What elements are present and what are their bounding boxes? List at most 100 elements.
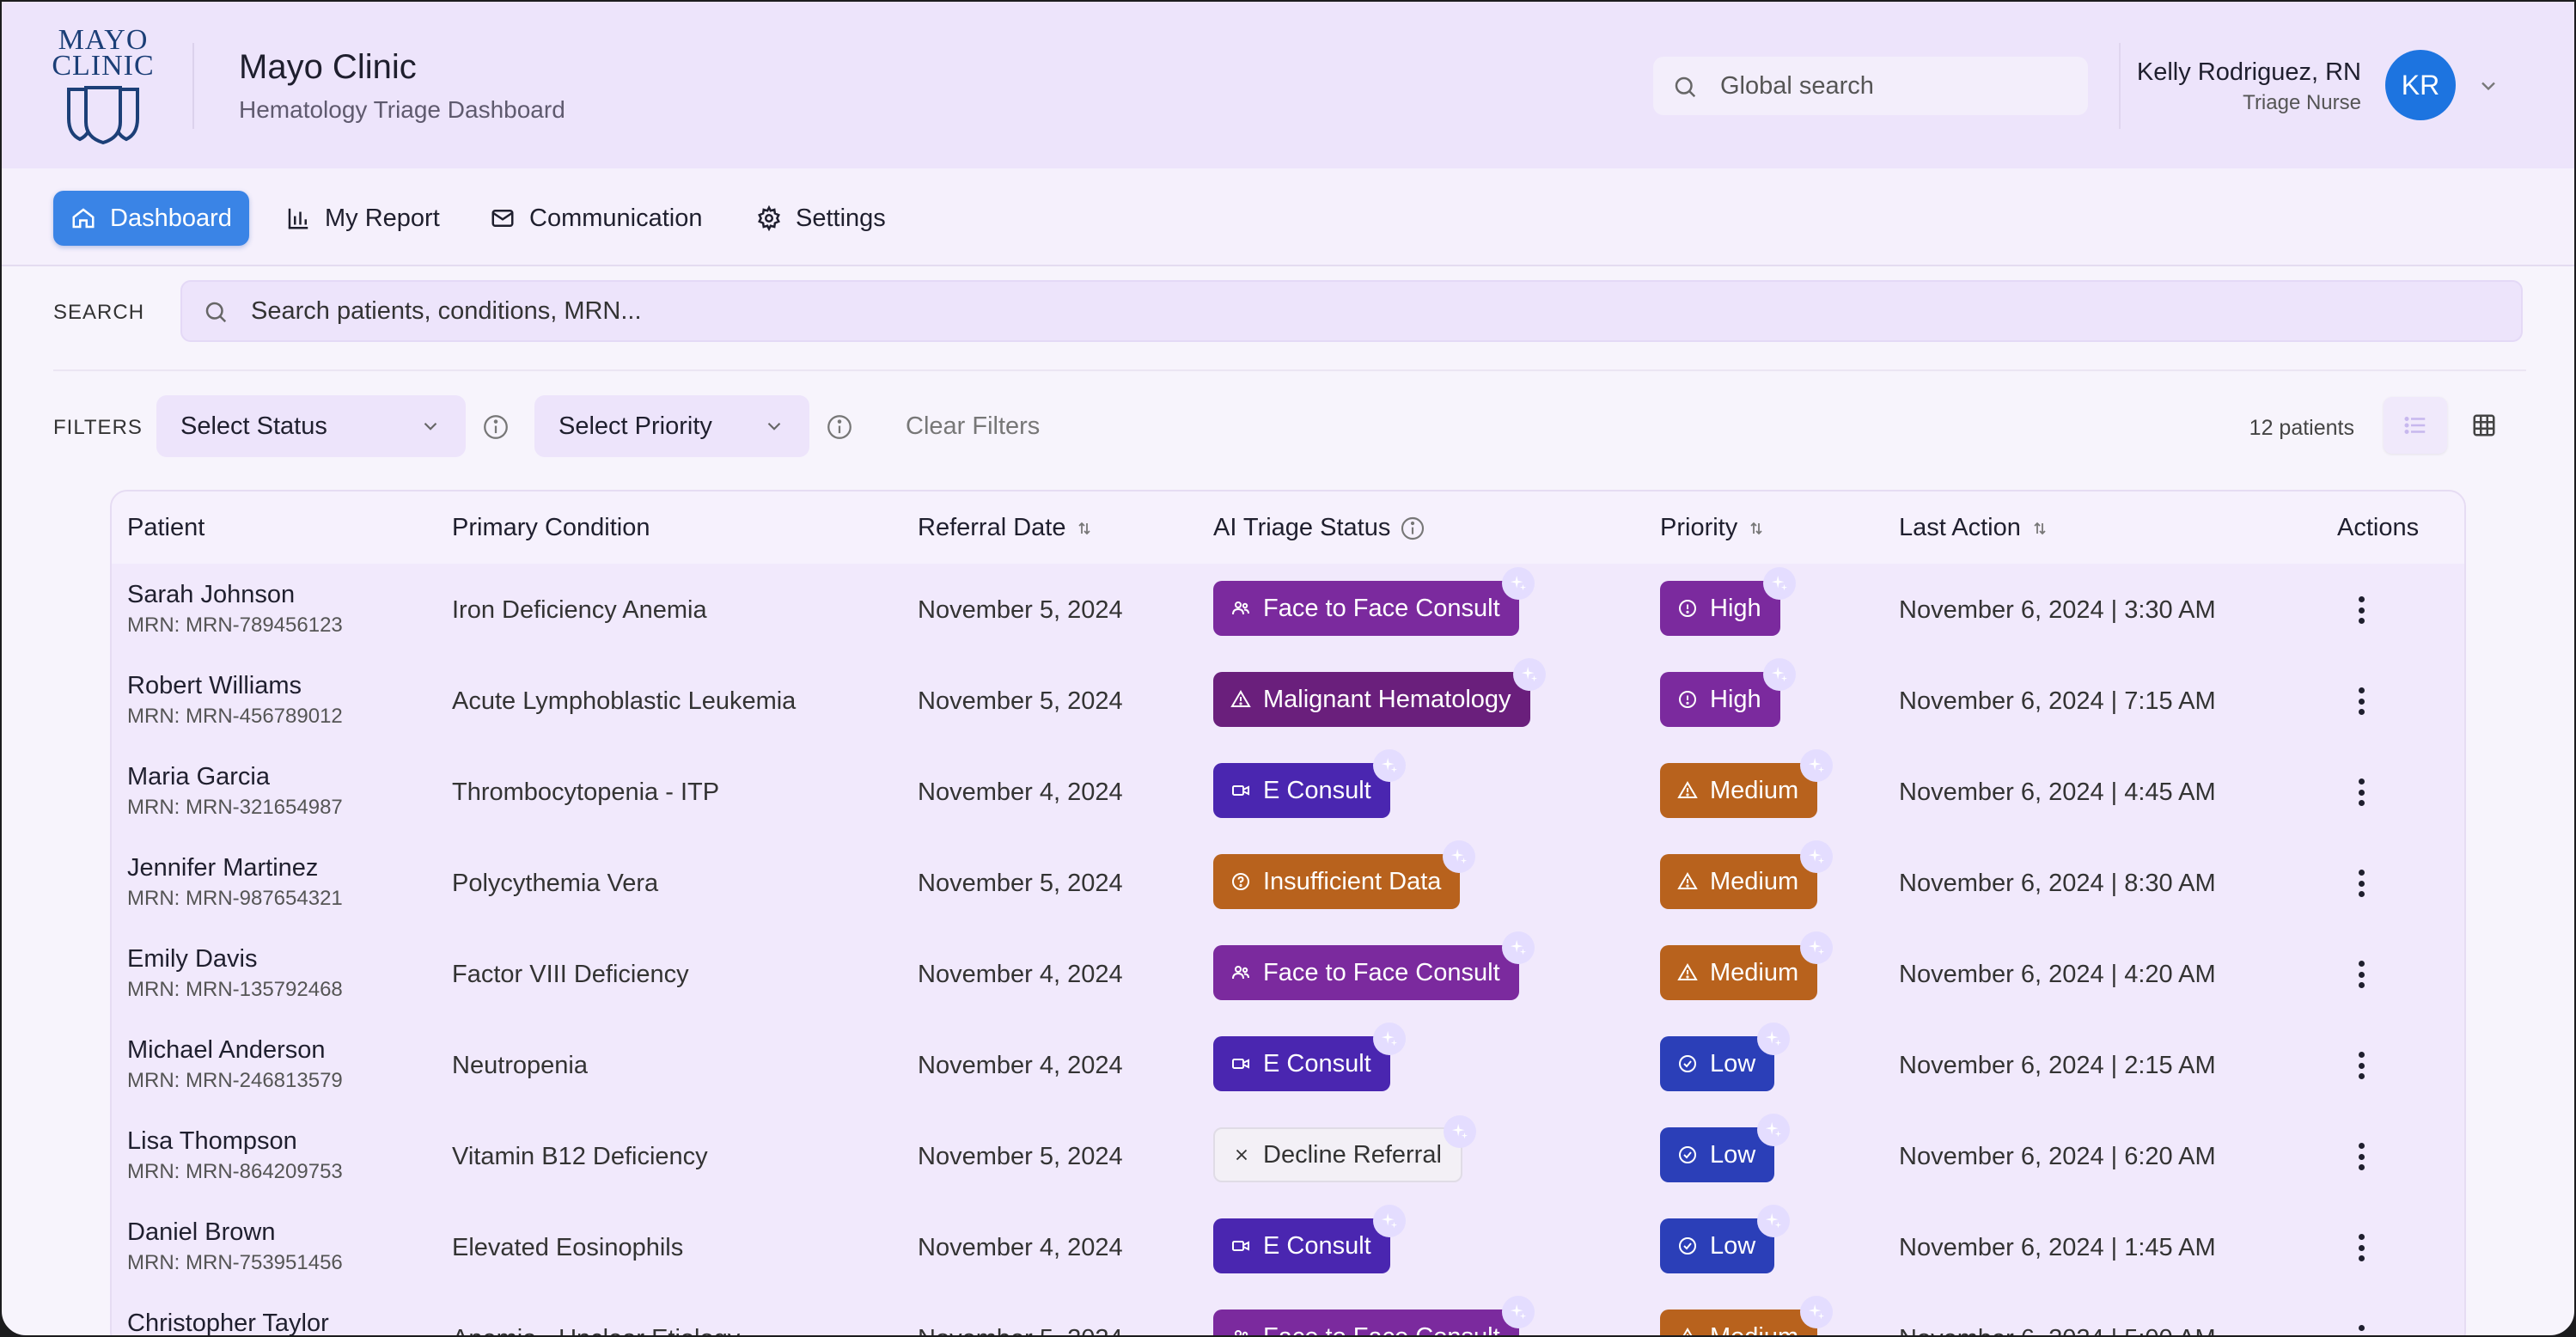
warning-icon [1677, 962, 1698, 983]
priority-badge[interactable]: High [1660, 567, 1796, 636]
patient-name[interactable]: Michael Anderson [127, 1036, 326, 1064]
global-search-input[interactable] [1720, 57, 2072, 115]
patient-name[interactable]: Robert Williams [127, 672, 302, 699]
search-icon [205, 302, 227, 323]
table-row[interactable]: Robert Williams MRN: MRN-456789012 Acute… [112, 655, 2464, 746]
table-row[interactable]: Michael Anderson MRN: MRN-246813579 Neut… [112, 1019, 2464, 1110]
table-row[interactable]: Maria Garcia MRN: MRN-321654987 Thromboc… [112, 746, 2464, 837]
primary-condition: Neutropenia [452, 1052, 588, 1079]
priority-badge[interactable]: Medium [1660, 840, 1834, 909]
mayo-clinic-logo[interactable]: MAYO CLINIC [50, 24, 156, 144]
priority-badge[interactable]: Low [1660, 1205, 1791, 1273]
ai-status-label: Face to Face Consult [1263, 958, 1500, 986]
user-name: Kelly Rodriguez, RN [2136, 58, 2361, 86]
col-condition: Primary Condition [452, 514, 650, 542]
ai-sparkle-icon [1443, 840, 1476, 873]
more-actions-icon[interactable] [2356, 1048, 2366, 1083]
ai-status-badge[interactable]: E Consult [1213, 1023, 1406, 1091]
ai-status-badge[interactable]: Malignant Hematology [1213, 658, 1546, 727]
info-icon[interactable] [825, 412, 854, 442]
logo-line-1: MAYO [58, 24, 149, 56]
patient-name[interactable]: Daniel Brown [127, 1218, 276, 1246]
nav-dashboard[interactable]: Dashboard [53, 191, 249, 246]
more-actions-icon[interactable] [2356, 593, 2366, 627]
priority-label: High [1710, 594, 1761, 622]
more-actions-icon[interactable] [2356, 957, 2366, 992]
primary-condition: Acute Lymphoblastic Leukemia [452, 687, 797, 715]
priority-label: High [1710, 685, 1761, 713]
col-last-action-label: Last Action [1899, 514, 2021, 541]
brand-divider [192, 43, 194, 129]
avatar[interactable]: KR [2385, 50, 2456, 120]
patient-name[interactable]: Sarah Johnson [127, 581, 296, 608]
table-row[interactable]: Sarah Johnson MRN: MRN-789456123 Iron De… [112, 564, 2464, 655]
table-row[interactable]: Lisa Thompson MRN: MRN-864209753 Vitamin… [112, 1110, 2464, 1201]
referral-date: November 5, 2024 [918, 687, 1123, 715]
more-actions-icon[interactable] [2356, 1230, 2366, 1265]
table-row[interactable]: Christopher Taylor Anemia - Unclear Etio… [112, 1292, 2464, 1337]
patient-name[interactable]: Jennifer Martinez [127, 854, 319, 882]
more-actions-icon[interactable] [2356, 684, 2366, 718]
priority-badge[interactable]: Medium [1660, 749, 1834, 818]
more-actions-icon[interactable] [2356, 1322, 2366, 1335]
video-icon [1230, 780, 1251, 801]
patient-name[interactable]: Christopher Taylor [127, 1310, 329, 1337]
chevron-down-icon[interactable] [2476, 74, 2500, 98]
ai-status-badge[interactable]: Face to Face Consult [1213, 567, 1535, 636]
grid-view-button[interactable] [2456, 397, 2512, 454]
status-select[interactable]: Select Status [156, 395, 466, 457]
ai-status-badge[interactable]: E Consult [1213, 1205, 1406, 1273]
ai-status-badge[interactable]: E Consult [1213, 749, 1406, 818]
warning-icon [1677, 780, 1698, 801]
chevron-down-icon [424, 422, 437, 430]
patient-name[interactable]: Lisa Thompson [127, 1127, 297, 1155]
nav-settings[interactable]: Settings [739, 191, 903, 246]
status-select-value: Select Status [180, 412, 327, 440]
ai-status-badge[interactable]: Decline Referral [1213, 1115, 1476, 1182]
ai-sparkle-icon [1800, 931, 1834, 964]
last-action: November 6, 2024 | 1:45 AM [1899, 1234, 2216, 1261]
col-last-action[interactable]: Last Action [1899, 514, 2050, 542]
patient-mrn: MRN: MRN-246813579 [127, 1069, 343, 1092]
ai-sparkle-icon [1762, 567, 1796, 600]
table-row[interactable]: Jennifer Martinez MRN: MRN-987654321 Pol… [112, 837, 2464, 928]
priority-label: Medium [1710, 958, 1799, 986]
priority-badge[interactable]: High [1660, 658, 1796, 727]
info-icon[interactable] [1399, 515, 1426, 542]
patient-name[interactable]: Emily Davis [127, 945, 258, 973]
col-priority[interactable]: Priority [1660, 514, 1767, 542]
ai-status-badge[interactable]: Face to Face Consult [1213, 1296, 1535, 1335]
priority-badge[interactable]: Low [1660, 1023, 1791, 1091]
ai-status-label: E Consult [1263, 776, 1371, 804]
info-icon[interactable] [481, 412, 510, 442]
table-row[interactable]: Daniel Brown MRN: MRN-753951456 Elevated… [112, 1201, 2464, 1292]
nav-my-report[interactable]: My Report [268, 191, 457, 246]
patient-name[interactable]: Maria Garcia [127, 763, 270, 791]
priority-badge[interactable]: Medium [1660, 1296, 1834, 1335]
list-view-button[interactable] [2384, 397, 2447, 454]
ai-sparkle-icon [1443, 1115, 1476, 1148]
priority-badge[interactable]: Low [1660, 1114, 1791, 1182]
nav-communication[interactable]: Communication [473, 191, 719, 246]
col-referral-date[interactable]: Referral Date [918, 514, 1095, 542]
more-actions-icon[interactable] [2356, 1139, 2366, 1174]
ai-status-badge[interactable]: Face to Face Consult [1213, 931, 1535, 1000]
primary-condition: Iron Deficiency Anemia [452, 596, 707, 624]
referral-date: November 4, 2024 [918, 1052, 1123, 1079]
more-actions-icon[interactable] [2356, 866, 2366, 900]
clear-filters-button[interactable]: Clear Filters [906, 412, 1041, 440]
chevron-down-icon [767, 422, 781, 430]
patient-search-input[interactable] [251, 282, 2485, 340]
check-circle-icon [1677, 1145, 1698, 1165]
priority-select[interactable]: Select Priority [534, 395, 809, 457]
ai-status-label: Decline Referral [1263, 1140, 1442, 1169]
table-row[interactable]: Emily Davis MRN: MRN-135792468 Factor VI… [112, 928, 2464, 1019]
more-actions-icon[interactable] [2356, 775, 2366, 809]
ai-status-badge[interactable]: Insufficient Data [1213, 840, 1476, 909]
alert-circle-icon [1677, 689, 1698, 710]
priority-badge[interactable]: Medium [1660, 931, 1834, 1000]
logo-line-2: CLINIC [52, 50, 155, 82]
ai-sparkle-icon [1800, 749, 1834, 782]
video-icon [1230, 1236, 1251, 1256]
logo-wordmark: MAYO CLINIC [50, 24, 156, 82]
